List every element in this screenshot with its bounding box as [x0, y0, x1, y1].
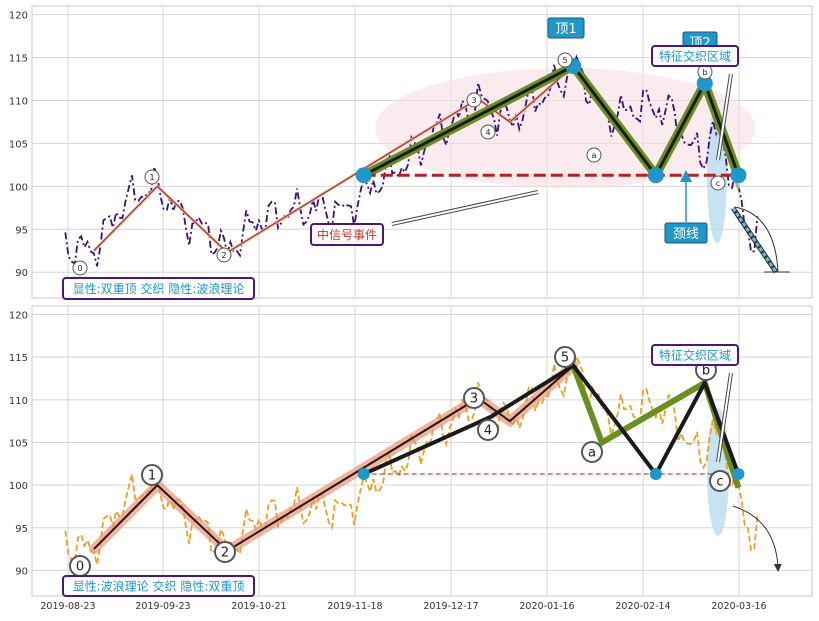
pattern-line — [362, 363, 741, 478]
price-series-line — [64, 54, 759, 267]
wave-label-circle — [463, 387, 485, 409]
x-tick-label: 2019-08-23 — [40, 601, 95, 612]
pattern-leg-black — [654, 82, 707, 176]
pattern-point — [649, 468, 662, 481]
wave-label-4: 4 — [484, 424, 492, 439]
y-tick-label: 120 — [9, 311, 28, 322]
wave-label-circle — [216, 247, 232, 263]
wave-label-circle — [141, 464, 163, 486]
zone-pointer — [717, 372, 732, 463]
top1-label: 顶1 — [555, 22, 576, 37]
wave-label-c: c — [716, 475, 723, 490]
pattern-point — [696, 75, 713, 92]
top1-label-box — [547, 17, 585, 39]
y-tick-label: 105 — [9, 438, 28, 449]
wave-label-circle — [554, 346, 576, 368]
pattern-point — [647, 167, 664, 184]
x-tick-label: 2020-02-14 — [615, 601, 670, 612]
pattern-point — [355, 167, 372, 184]
y-tick-label: 100 — [9, 182, 28, 193]
wave-label-c: c — [716, 179, 720, 188]
top-panel: 9095100105110115120012345abc顶1顶2特征交织区域中信… — [9, 5, 813, 300]
wave-label-circle — [144, 169, 160, 185]
wave-label-circle — [72, 260, 88, 276]
neckline-label-box — [664, 222, 708, 244]
y-tick-label: 115 — [9, 353, 28, 364]
y-tick-label: 95 — [15, 225, 28, 236]
bottom-panel-mode-label-box — [62, 575, 255, 597]
interleave-zone-label: 特征交织区域 — [659, 48, 731, 63]
wave-label-b: b — [702, 364, 710, 379]
wave-label-b: b — [702, 68, 707, 77]
target-curve — [732, 505, 782, 572]
interleave-zone-label-box — [651, 45, 739, 67]
wave-label-4: 4 — [485, 128, 490, 137]
y-tick-label: 90 — [15, 566, 28, 577]
pattern-point — [732, 468, 745, 481]
wave-label-2: 2 — [221, 251, 226, 260]
wave-label-5: 5 — [561, 351, 569, 366]
y-tick-label: 115 — [9, 54, 28, 65]
wave-label-0: 0 — [77, 264, 82, 273]
x-tick-label: 2020-03-16 — [711, 601, 766, 612]
y-tick-label: 120 — [9, 11, 28, 22]
y-tick-label: 100 — [9, 481, 28, 492]
top-panel-mode-label: 显性:双重顶 交织 隐性:波浪理论 — [73, 281, 245, 296]
bottom-panel-mode-label: 显性:波浪理论 交织 隐性:双重顶 — [73, 578, 245, 593]
wave-label-circle — [586, 147, 602, 163]
target-arrow — [731, 207, 778, 273]
event-pointer — [391, 191, 539, 225]
wave-label-3: 3 — [471, 96, 476, 105]
x-tick-label: 2019-11-18 — [327, 601, 382, 612]
wave-label-0: 0 — [76, 560, 84, 575]
zone-pointer — [717, 73, 732, 161]
wave-label-5: 5 — [562, 56, 567, 65]
wave-label-circle — [466, 92, 482, 108]
wave-label-2: 2 — [221, 546, 229, 561]
pattern-leg-black — [363, 64, 574, 177]
wave-line — [93, 364, 574, 553]
wave-label-1: 1 — [148, 469, 156, 484]
wave-label-a: a — [588, 446, 596, 461]
wave-label-circle — [709, 470, 731, 492]
x-tick-label: 2019-09-23 — [135, 601, 190, 612]
pattern-point — [730, 167, 747, 184]
wave-label-3: 3 — [470, 392, 478, 407]
wave-label-1: 1 — [149, 173, 154, 182]
signal-event-label: 中信号事件 — [317, 227, 377, 242]
interleave-zone-label: 特征交织区域 — [659, 347, 731, 362]
signal-event-label-box — [310, 223, 384, 246]
wave-label-a: a — [592, 151, 597, 160]
target-curve — [734, 206, 779, 273]
wave-label-circle — [557, 52, 573, 68]
y-tick-label: 90 — [15, 268, 28, 279]
top-panel-mode-label-box — [62, 277, 255, 300]
x-tick-label: 2019-10-21 — [231, 601, 286, 612]
wave-label-circle — [581, 441, 603, 463]
wave-label-circle — [480, 124, 496, 140]
interleave-zone-label-box — [651, 344, 739, 366]
wave-label-circle — [214, 541, 236, 563]
y-tick-label: 95 — [15, 524, 28, 535]
y-tick-label: 105 — [9, 139, 28, 150]
x-tick-label: 2020-01-16 — [519, 601, 574, 612]
x-tick-label: 2019-12-17 — [423, 601, 478, 612]
wave-label-circle — [710, 175, 726, 191]
wave-line — [93, 65, 574, 254]
pattern-point — [357, 468, 370, 481]
wave-label-circle — [477, 419, 499, 441]
neckline-label: 颈线 — [673, 227, 699, 242]
y-tick-label: 110 — [9, 96, 28, 107]
y-tick-label: 110 — [9, 396, 28, 407]
pattern-leg-black — [572, 65, 658, 177]
